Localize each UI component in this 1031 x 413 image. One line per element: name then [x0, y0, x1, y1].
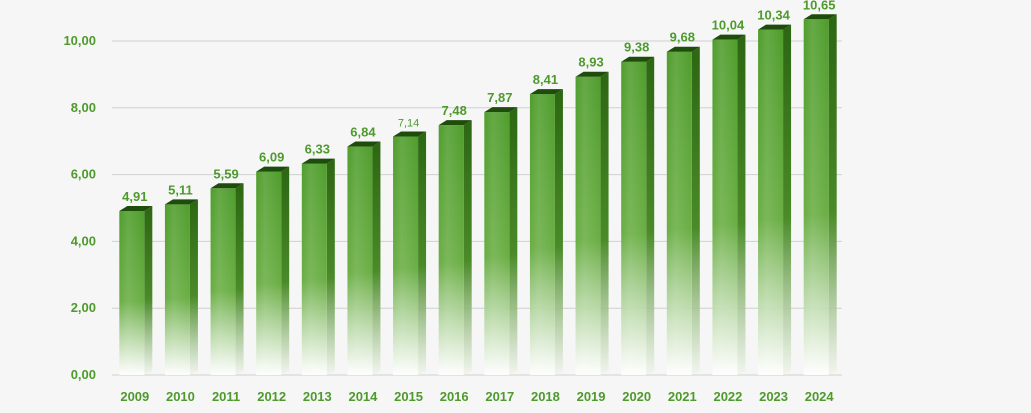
- y-tick-label: 2,00: [71, 300, 96, 315]
- bar: [347, 141, 381, 375]
- bar: [393, 131, 427, 375]
- data-label: 7,14: [398, 118, 419, 130]
- data-label: 6,09: [259, 150, 284, 165]
- bar: [666, 46, 700, 376]
- bar: [575, 71, 609, 375]
- x-tick-label: 2013: [303, 389, 332, 404]
- x-tick-label: 2020: [622, 389, 651, 404]
- data-label: 9,68: [670, 30, 695, 45]
- data-label: 8,93: [578, 55, 603, 70]
- y-axis-ticks: 0,00 2,00 4,00 6,00 8,00 10,00: [63, 33, 96, 382]
- data-label: 8,41: [533, 72, 558, 87]
- x-tick-label: 2011: [212, 389, 240, 404]
- data-label: 7,48: [442, 103, 467, 118]
- data-label: 4,91: [122, 189, 147, 204]
- bar: [438, 120, 472, 375]
- data-label: 7,87: [487, 90, 512, 105]
- data-label: 6,84: [350, 125, 376, 140]
- x-tick-label: 2010: [166, 389, 195, 404]
- y-tick-label: 6,00: [71, 167, 96, 182]
- x-tick-label: 2022: [713, 389, 742, 404]
- y-tick-label: 4,00: [71, 233, 96, 248]
- x-tick-label: 2017: [485, 389, 514, 404]
- y-tick-label: 0,00: [71, 367, 96, 382]
- data-labels: 4,91 5,11 5,59 6,09 6,33 6,84 7,14 7,48 7,87 8,41…: [122, 0, 835, 204]
- x-tick-label: 2024: [805, 389, 835, 404]
- bars: [119, 14, 837, 376]
- data-label: 10,34: [757, 8, 790, 23]
- bar: [758, 24, 792, 375]
- y-tick-label: 10,00: [63, 33, 96, 48]
- bar: [119, 206, 153, 375]
- bar: [164, 199, 198, 375]
- data-label: 10,65: [803, 0, 836, 12]
- x-tick-label: 2023: [759, 389, 788, 404]
- x-tick-label: 2018: [531, 389, 560, 404]
- data-label: 10,04: [712, 18, 745, 33]
- x-tick-label: 2015: [394, 389, 423, 404]
- x-tick-label: 2012: [257, 389, 286, 404]
- bar: [621, 56, 655, 375]
- bar: [210, 183, 244, 375]
- bar: [256, 166, 290, 375]
- bar: [803, 14, 837, 375]
- data-label: 5,11: [168, 182, 193, 197]
- data-label: 5,59: [213, 166, 238, 181]
- x-tick-label: 2009: [120, 389, 149, 404]
- y-tick-label: 8,00: [71, 100, 96, 115]
- data-label: 9,38: [624, 40, 649, 55]
- data-label: 6,33: [305, 142, 330, 157]
- x-tick-label: 2016: [440, 389, 469, 404]
- bar: [301, 158, 335, 375]
- bar: [712, 34, 746, 375]
- x-axis-ticks: 2009 2010 2011 2012 2013 2014 2015 2016 2017 2018…: [120, 389, 834, 404]
- x-tick-label: 2021: [668, 389, 697, 404]
- bar: [484, 107, 518, 375]
- bar: [529, 89, 563, 375]
- x-tick-label: 2014: [348, 389, 378, 404]
- x-tick-label: 2019: [577, 389, 606, 404]
